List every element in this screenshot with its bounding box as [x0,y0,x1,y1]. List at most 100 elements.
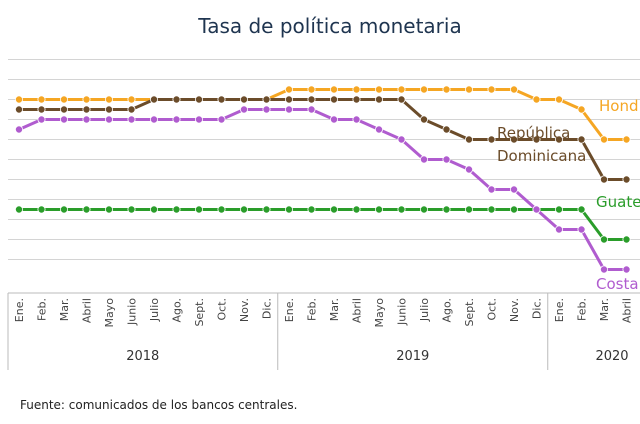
data-point [577,205,586,214]
data-point [105,95,114,104]
data-point [397,205,406,214]
series-name-label: República [497,124,570,142]
data-point [464,165,473,174]
data-point [37,205,46,214]
year-label: 2019 [396,349,429,364]
data-point [172,95,181,104]
data-point [127,115,136,124]
month-tick-label: Feb. [36,298,49,321]
data-point [555,95,564,104]
data-point [284,205,293,214]
data-point [262,95,271,104]
data-point [577,225,586,234]
series-group [14,105,631,274]
data-point [217,115,226,124]
year-label: 2020 [595,349,628,364]
data-point [239,205,248,214]
data-point [419,155,428,164]
data-point [509,185,518,194]
data-point [82,105,91,114]
data-point [487,205,496,214]
month-tick-label: Ene. [13,298,26,322]
data-point [60,205,69,214]
data-point [105,205,114,214]
data-point [419,205,428,214]
series-labels: Hond República Dominicana Guate Costa [497,97,640,293]
data-point [194,95,203,104]
data-point [600,135,609,144]
data-point [105,115,114,124]
data-point [487,135,496,144]
data-point [284,85,293,94]
data-point [82,95,91,104]
month-tick-label: Ago. [441,298,454,323]
data-point [194,205,203,214]
data-point [37,115,46,124]
data-point [352,205,361,214]
data-point [464,85,473,94]
data-point [374,95,383,104]
data-point [532,95,541,104]
data-point [329,115,338,124]
data-point [442,125,451,134]
month-tick-label: Mar. [58,298,71,321]
month-tick-label: Mar. [328,298,341,321]
data-point [37,105,46,114]
data-point [352,95,361,104]
month-tick-label: Oct. [216,298,229,321]
month-tick-label: Mayo [103,298,116,328]
data-point [307,85,316,94]
data-point [172,115,181,124]
data-point [397,85,406,94]
data-point [419,115,428,124]
data-point [374,85,383,94]
data-point [600,235,609,244]
data-point [555,135,564,144]
data-point [217,95,226,104]
data-point [374,205,383,214]
data-point [217,205,226,214]
month-tick-label: Nov. [238,298,251,322]
data-point [622,135,631,144]
data-point [329,95,338,104]
data-point [577,135,586,144]
data-point [487,85,496,94]
series-name-label: Dominicana [497,147,586,165]
data-point [82,205,91,214]
data-point [60,105,69,114]
chart-title: Tasa de política monetaria [197,14,461,38]
source-note: Fuente: comunicados de los bancos centra… [20,398,298,412]
month-tick-label: Sept. [463,298,476,327]
month-tick-label: Nov. [508,298,521,322]
data-point [14,105,23,114]
data-point [622,235,631,244]
data-point [239,95,248,104]
series-line [19,208,627,241]
data-point [397,135,406,144]
data-point [307,205,316,214]
data-point [464,205,473,214]
data-point [509,85,518,94]
month-tick-label: Sept. [193,298,206,327]
month-tick-label: Oct. [486,298,499,321]
data-point [555,225,564,234]
data-point [442,85,451,94]
data-point [329,85,338,94]
month-tick-label: Mar. [598,298,611,321]
data-point [442,155,451,164]
year-label: 2018 [126,349,159,364]
month-tick-label: Julio [148,298,161,322]
series-line [19,88,627,141]
month-tick-label: Julio [418,298,431,322]
data-point [14,125,23,134]
series-name-label: Guate [596,193,640,211]
data-point [622,265,631,274]
data-point [239,105,248,114]
data-point [149,205,158,214]
month-tick-label: Abril [351,298,364,323]
data-point [532,135,541,144]
data-point [105,105,114,114]
data-point [262,105,271,114]
month-tick-label: Junio [126,298,139,326]
